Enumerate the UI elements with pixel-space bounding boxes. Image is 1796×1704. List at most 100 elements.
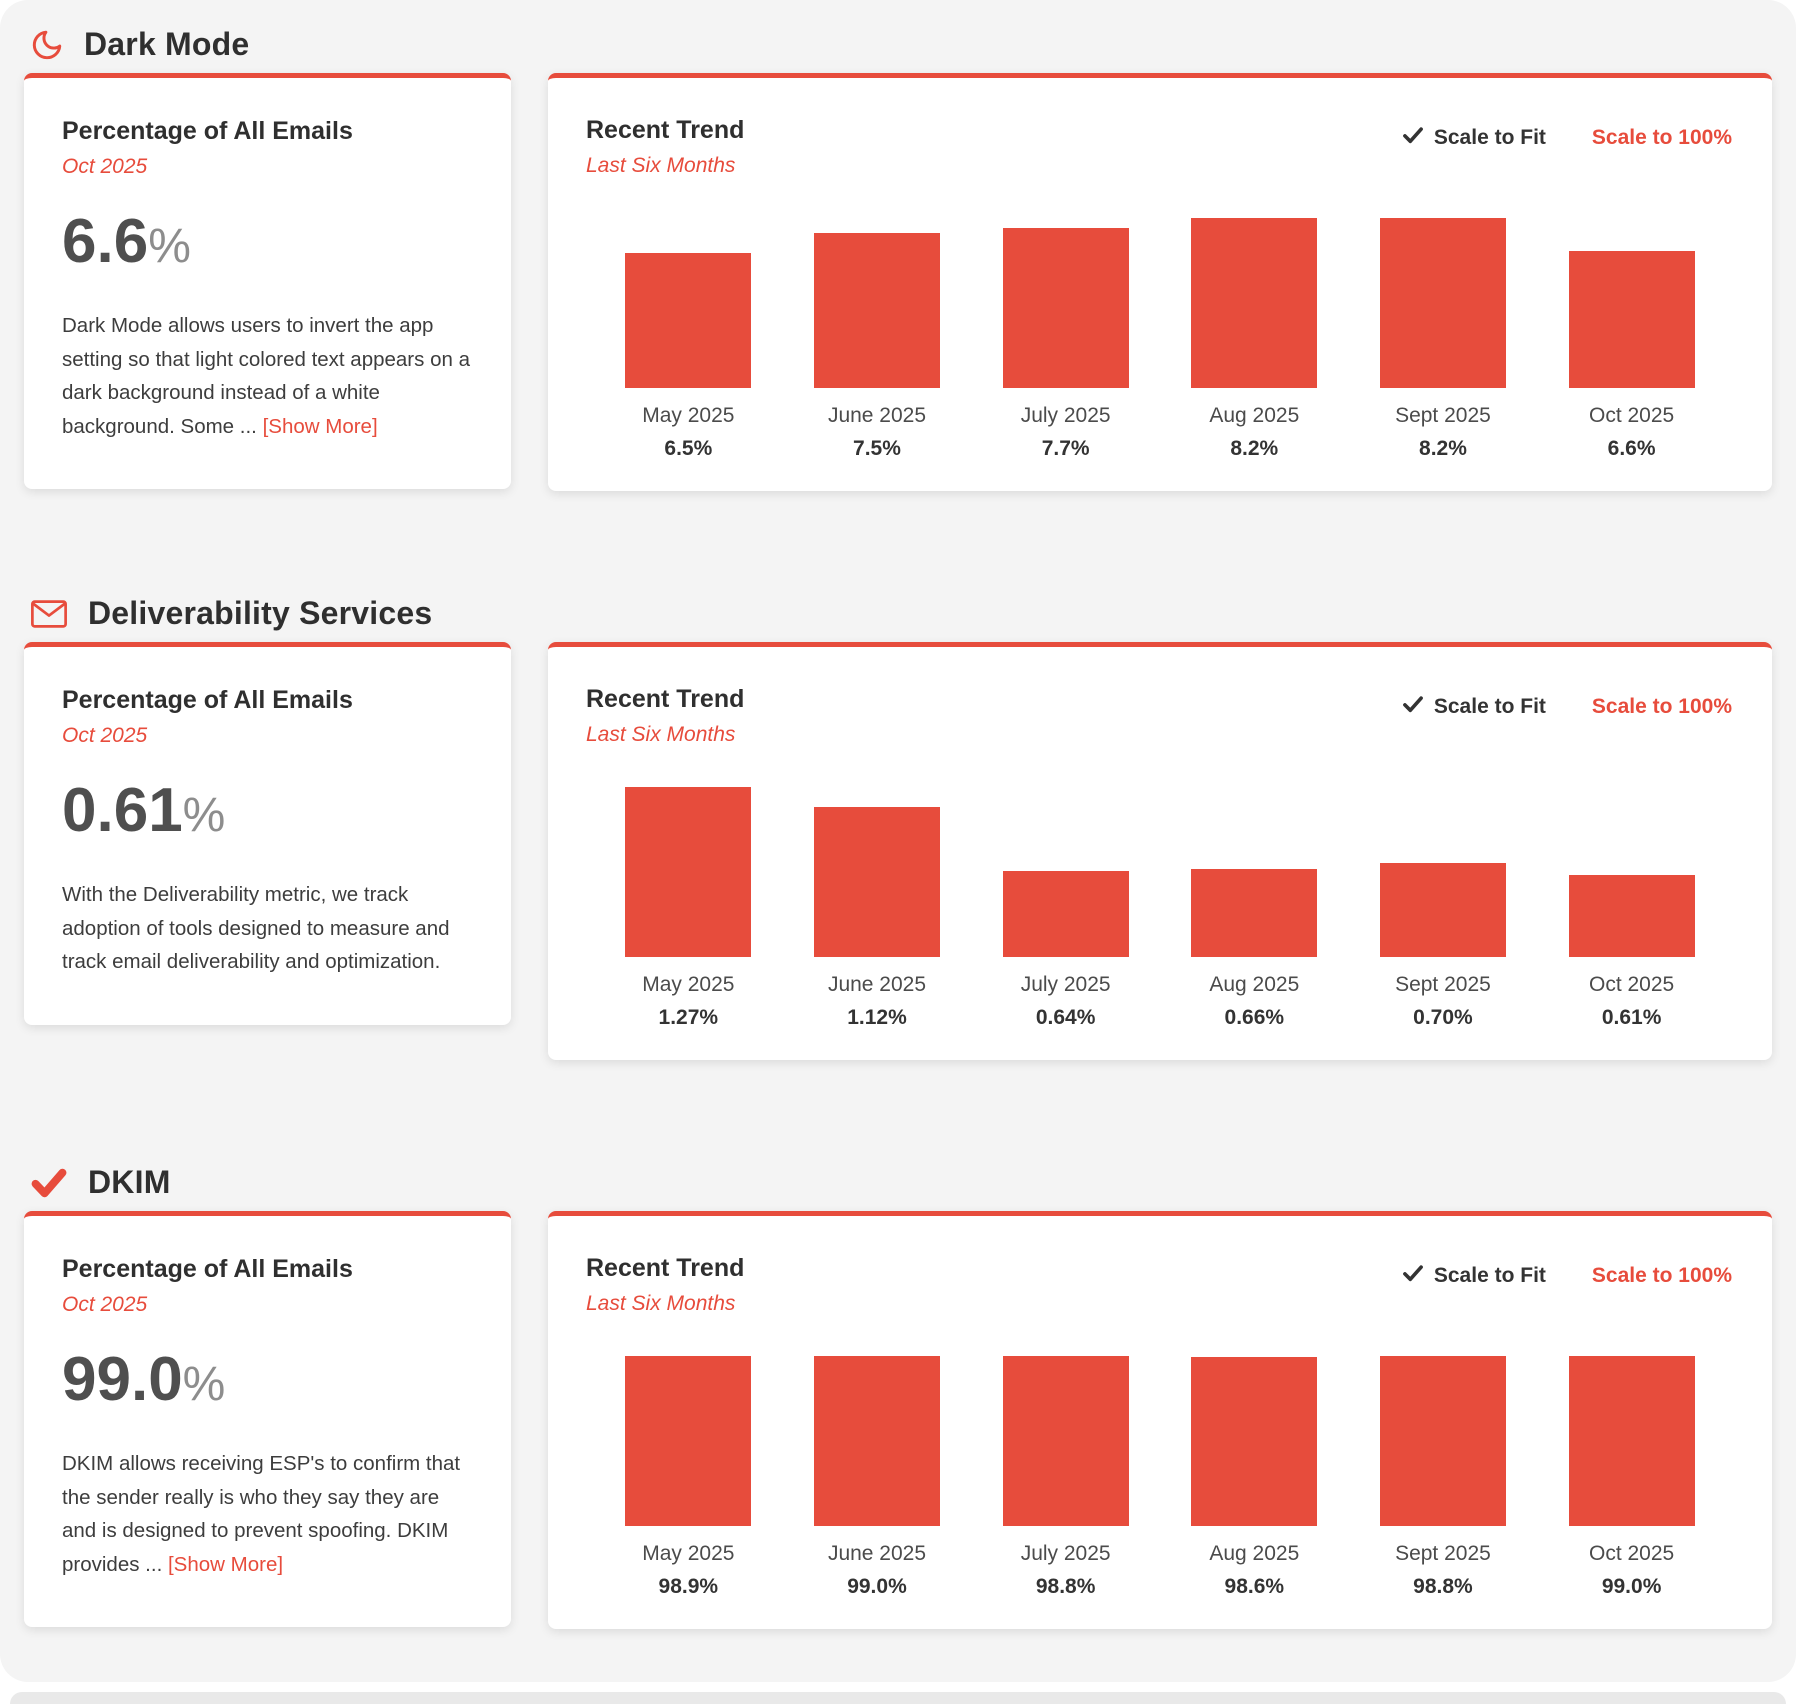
- stat-description: Dark Mode allows users to invert the app…: [62, 309, 471, 443]
- chart-column: Oct 2025 99.0%: [1548, 1356, 1716, 1599]
- chart-column: Oct 2025 6.6%: [1548, 218, 1716, 461]
- bar-area: [1191, 787, 1318, 957]
- bar-month-label: Aug 2025: [1209, 1542, 1300, 1565]
- bar-month-label: Oct 2025: [1588, 1542, 1675, 1565]
- bar-month-label: July 2025: [1020, 973, 1111, 996]
- scale-to-fit-label: Scale to Fit: [1433, 126, 1546, 149]
- bar-area: [813, 218, 940, 388]
- chart-column: July 2025 0.64%: [982, 787, 1150, 1030]
- chart-column: June 2025 1.12%: [793, 787, 961, 1030]
- stat-percent-sign: %: [182, 789, 226, 842]
- trend-bar: [1568, 251, 1695, 388]
- scale-to-100-button[interactable]: Scale to 100%: [1591, 695, 1732, 718]
- bar-value-label: 98.8%: [1035, 1575, 1096, 1598]
- bar-month-label: May 2025: [642, 404, 735, 427]
- trend-bar: [1191, 218, 1318, 388]
- bar-value-label: 6.5%: [664, 437, 713, 460]
- bar-value-label: 0.64%: [1035, 1006, 1096, 1029]
- section-dark-mode: Dark Mode Percentage of All Emails Oct 2…: [24, 26, 1772, 491]
- scale-to-fit-label: Scale to Fit: [1433, 695, 1546, 718]
- stat-card-title: Percentage of All Emails: [62, 117, 353, 145]
- bar-month-label: June 2025: [827, 973, 927, 996]
- section-header: DKIM: [30, 1164, 1772, 1201]
- scale-to-fit-button[interactable]: Scale to Fit: [1402, 695, 1546, 719]
- trend-bar: [1568, 1356, 1695, 1526]
- trend-bar: [1191, 1356, 1318, 1526]
- stat-date: Oct 2025: [62, 724, 148, 747]
- show-more-link[interactable]: [Show More]: [167, 1552, 284, 1576]
- trend-bar: [625, 1356, 752, 1526]
- trend-title: Recent Trend: [586, 685, 745, 713]
- stat-value: 6.6: [62, 207, 149, 276]
- show-more-link[interactable]: [Show More]: [262, 414, 378, 438]
- section-title: Dark Mode: [84, 26, 250, 62]
- section-deliverability-services: Deliverability Services Percentage of Al…: [24, 595, 1772, 1060]
- stat-big-number: 6.6%: [62, 211, 471, 273]
- bar-area: [1191, 1356, 1318, 1526]
- stat-big-number: 99.0%: [62, 1349, 471, 1411]
- bar-area: [813, 1356, 940, 1526]
- bar-area: [1379, 1356, 1506, 1526]
- stat-description-text: DKIM allows receiving ESP's to confirm t…: [62, 1452, 461, 1576]
- chart-column: Sept 2025 8.2%: [1359, 218, 1527, 461]
- stat-value: 0.61: [62, 776, 183, 845]
- scale-controls: Scale to Fit Scale to 100%: [1402, 685, 1734, 719]
- trend-subtitle: Last Six Months: [586, 1292, 736, 1315]
- scale-controls: Scale to Fit Scale to 100%: [1402, 1254, 1734, 1288]
- section-dkim: DKIM Percentage of All Emails Oct 2025 9…: [24, 1164, 1772, 1629]
- trend-card: Recent Trend Last Six Months Scale to Fi…: [548, 1211, 1772, 1629]
- bar-area: [1568, 218, 1695, 388]
- checkmark-icon: [1402, 126, 1424, 150]
- chart-column: July 2025 7.7%: [982, 218, 1150, 461]
- scale-to-100-button[interactable]: Scale to 100%: [1591, 126, 1732, 149]
- section-header: Deliverability Services: [30, 595, 1772, 632]
- bar-chart: May 2025 98.9% June 2025 99.0% July 2025 98.8…: [586, 1356, 1734, 1599]
- checkmark-icon: [1402, 1264, 1424, 1288]
- bar-area: [1002, 1356, 1129, 1526]
- envelope-icon: [30, 598, 68, 630]
- chart-column: Sept 2025 0.70%: [1359, 787, 1527, 1030]
- trend-title-block: Recent Trend Last Six Months: [586, 116, 744, 178]
- bar-value-label: 8.2%: [1419, 437, 1467, 460]
- bar-value-label: 7.7%: [1041, 437, 1090, 460]
- trend-subtitle: Last Six Months: [586, 723, 736, 746]
- bar-chart: May 2025 6.5% June 2025 7.5% July 2025 7.7% Au…: [586, 218, 1734, 461]
- scale-to-fit-button[interactable]: Scale to Fit: [1402, 1264, 1546, 1288]
- trend-card: Recent Trend Last Six Months Scale to Fi…: [548, 642, 1772, 1060]
- section-header: Dark Mode: [30, 26, 1772, 63]
- stat-percent-sign: %: [148, 220, 191, 273]
- bar-value-label: 1.27%: [658, 1006, 719, 1029]
- trend-bar: [1002, 228, 1129, 388]
- stat-percent-sign: %: [182, 1358, 226, 1411]
- bar-month-label: June 2025: [827, 1542, 927, 1565]
- trend-title-block: Recent Trend Last Six Months: [586, 1254, 744, 1316]
- bar-area: [1191, 218, 1318, 388]
- bar-value-label: 98.8%: [1413, 1575, 1473, 1598]
- trend-title-block: Recent Trend Last Six Months: [586, 685, 744, 747]
- bar-month-label: May 2025: [642, 973, 735, 996]
- stat-card: Percentage of All Emails Oct 2025 0.61% …: [24, 642, 511, 1025]
- scale-to-fit-label: Scale to Fit: [1433, 1264, 1546, 1287]
- stat-big-number: 0.61%: [62, 780, 471, 842]
- bar-area: [1379, 787, 1506, 957]
- scale-to-fit-button[interactable]: Scale to Fit: [1402, 126, 1546, 150]
- bar-area: [1379, 218, 1506, 388]
- bar-value-label: 98.6%: [1224, 1575, 1285, 1598]
- trend-bar: [1191, 868, 1318, 957]
- scale-to-100-button[interactable]: Scale to 100%: [1591, 1264, 1732, 1287]
- bar-area: [625, 1356, 752, 1526]
- chart-column: Oct 2025 0.61%: [1548, 787, 1716, 1030]
- chart-column: Aug 2025 98.6%: [1170, 1356, 1338, 1599]
- trend-bar: [813, 1356, 940, 1526]
- stat-date: Oct 2025: [62, 1293, 148, 1316]
- bar-month-label: Sept 2025: [1395, 1542, 1491, 1565]
- moon-icon: [30, 28, 64, 62]
- stat-description-text: Dark Mode allows users to invert the app…: [62, 314, 470, 438]
- bar-value-label: 1.12%: [847, 1006, 907, 1029]
- bar-area: [1002, 787, 1129, 957]
- bar-month-label: July 2025: [1020, 1542, 1111, 1565]
- bar-value-label: 99.0%: [1601, 1575, 1662, 1598]
- chart-column: May 2025 1.27%: [604, 787, 772, 1030]
- trend-title: Recent Trend: [586, 1254, 745, 1282]
- chart-column: May 2025 98.9%: [604, 1356, 772, 1599]
